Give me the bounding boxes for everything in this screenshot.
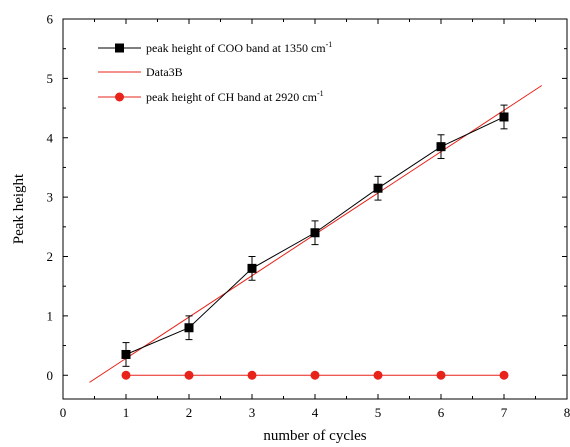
legend-marker — [115, 92, 124, 102]
x-tick-label: 3 — [249, 405, 256, 420]
x-tick-label: 1 — [123, 405, 130, 420]
data-point — [310, 228, 320, 238]
y-tick-label: 0 — [47, 368, 54, 383]
data-point — [247, 263, 257, 273]
data-point — [121, 349, 131, 359]
data-point — [499, 370, 509, 380]
plot-frame — [62, 18, 568, 400]
legend-item: peak height of CH band at 2920 cm-1 — [98, 89, 324, 104]
data-point — [373, 370, 383, 380]
x-tick-label: 2 — [186, 405, 193, 420]
legend-label: peak height of CH band at 2920 cm-1 — [146, 89, 324, 104]
data-point — [436, 142, 446, 152]
legend-marker — [115, 43, 124, 53]
series-0 — [121, 104, 509, 367]
legend-label-text: peak height of CH band at 2920 cm — [146, 90, 318, 104]
x-tick-label: 5 — [375, 405, 382, 420]
y-tick-label: 5 — [47, 71, 54, 86]
legend-label-superscript: -1 — [326, 40, 333, 49]
data-point — [310, 370, 320, 380]
data-point — [373, 183, 383, 193]
x-axis-title: number of cycles — [263, 428, 366, 444]
data-point — [499, 112, 509, 122]
x-tick-label: 0 — [60, 405, 67, 420]
y-tick-label: 3 — [47, 190, 54, 205]
data-point — [184, 370, 194, 380]
x-tick-label: 6 — [438, 405, 445, 420]
series-layer — [89, 85, 543, 383]
data-point — [247, 370, 257, 380]
data-point — [121, 370, 131, 380]
data-point — [184, 323, 194, 333]
y-tick-label: 1 — [47, 308, 54, 323]
x-tick-label: 7 — [501, 405, 508, 420]
legend-item: Data3B — [98, 65, 183, 79]
axes: 0 1 2 3 4 5 6 7 8 0 1 2 3 4 5 6 — [47, 12, 570, 421]
x-tick-label: 8 — [564, 405, 570, 420]
legend-label-superscript: -1 — [317, 89, 324, 98]
legend-label: Data3B — [146, 65, 183, 79]
legend-label-text: peak height of COO band at 1350 cm — [146, 41, 326, 55]
legend-item: peak height of COO band at 1350 cm-1 — [98, 40, 332, 55]
legend: peak height of COO band at 1350 cm-1Data… — [98, 40, 332, 104]
data-point — [436, 370, 446, 380]
legend-label-text: Data3B — [146, 65, 183, 79]
y-tick-label: 6 — [47, 12, 54, 27]
legend-label: peak height of COO band at 1350 cm-1 — [146, 40, 332, 55]
y-tick-label: 4 — [47, 130, 54, 145]
y-tick-label: 2 — [47, 249, 54, 264]
y-axis-title: Peak height — [11, 173, 27, 244]
x-tick-label: 4 — [312, 405, 319, 420]
series-2 — [121, 370, 509, 380]
